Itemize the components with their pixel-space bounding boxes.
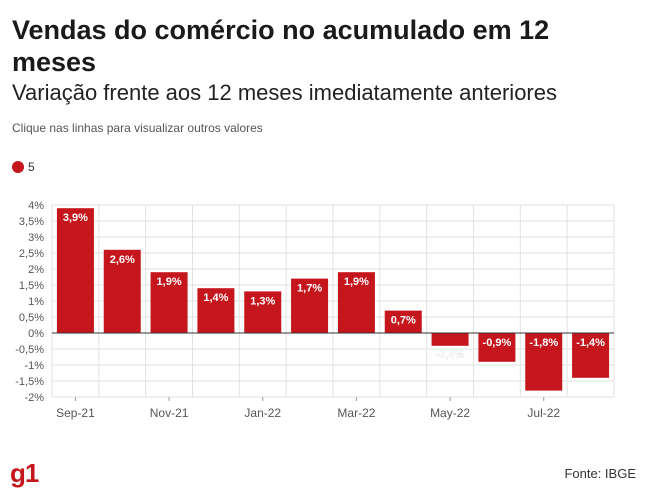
bar[interactable] [244, 291, 282, 333]
legend[interactable]: 5 [12, 160, 35, 174]
bar-data-label: -1,8% [529, 337, 558, 349]
bar-data-label: 1,4% [203, 292, 228, 304]
y-tick-label: -1,5% [15, 376, 44, 388]
x-tick-label: Nov-21 [150, 406, 189, 420]
y-tick-label: -0,5% [15, 344, 44, 356]
y-tick-label: 0% [28, 328, 44, 340]
bar[interactable] [337, 272, 375, 333]
chart-title: Vendas do comércio no acumulado em 12 me… [12, 15, 550, 77]
y-tick-label: 0,5% [19, 312, 44, 324]
y-tick-label: 4% [28, 200, 44, 212]
legend-dot-icon [12, 161, 24, 173]
bar[interactable] [150, 272, 188, 333]
bar-data-label: 3,9% [63, 212, 88, 224]
y-tick-label: 2% [28, 264, 44, 276]
y-tick-label: 1% [28, 296, 44, 308]
x-tick-label: May-22 [430, 406, 470, 420]
bar-chart: 4% 3,5% 3% 2,5% 2% 1,5% 1% 0,5% 0% -0,5% -1% -1,5% -… [15, 200, 615, 420]
source-text: Fonte: IBGE [564, 466, 636, 481]
bar[interactable] [197, 288, 235, 333]
bar[interactable] [525, 333, 563, 391]
y-tick-label: 2,5% [19, 248, 44, 260]
y-tick-label: 1,5% [19, 280, 44, 292]
bar-data-label: -1,4% [576, 337, 605, 349]
bar[interactable] [384, 310, 422, 333]
y-tick-label: -1% [24, 360, 44, 372]
bar[interactable] [478, 333, 516, 362]
x-tick-label: Sep-21 [56, 406, 95, 420]
bar[interactable] [572, 333, 610, 378]
instruction-text: Clique nas linhas para visualizar outros… [12, 121, 263, 135]
bar[interactable] [291, 278, 329, 333]
y-tick-label: 3,5% [19, 216, 44, 228]
g1-logo: g1 [10, 458, 39, 488]
bar[interactable] [103, 249, 141, 333]
y-tick-label: -2% [24, 392, 44, 404]
chart-subtitle: Variação frente aos 12 meses imediatamen… [12, 80, 557, 105]
bar-data-label: -0,9% [483, 337, 512, 349]
legend-label: 5 [28, 160, 35, 174]
y-tick-label: 3% [28, 232, 44, 244]
bar-data-label: 1,7% [297, 283, 322, 295]
x-tick-label: Jul-22 [527, 406, 560, 420]
bar-data-label: 1,3% [250, 295, 275, 307]
x-tick-label: Jan-22 [244, 406, 281, 420]
bar-data-label: 1,9% [344, 276, 369, 288]
bar[interactable] [56, 208, 94, 333]
x-tick-label: Mar-22 [337, 406, 375, 420]
bar-data-label: 0,7% [391, 315, 416, 327]
bar-data-label: -0,4% [436, 349, 465, 361]
bar-data-label: 1,9% [157, 276, 182, 288]
bar[interactable] [431, 333, 469, 346]
bar-data-label: 2,6% [110, 254, 135, 266]
